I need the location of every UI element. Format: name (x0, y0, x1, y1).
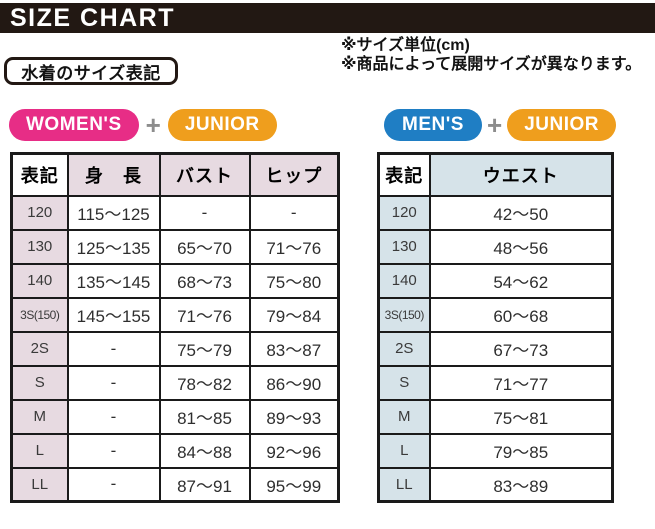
measurement-cell: - (66, 466, 161, 503)
size-code-cell: S (10, 364, 69, 401)
measurement-cell: - (66, 398, 161, 435)
table-row: M -81～85 89～93 (10, 398, 340, 435)
measurement-cell: 68～73 (158, 262, 251, 299)
womens-badge: WOMEN'S (9, 109, 139, 141)
table-header-row: 表記 ウエスト (377, 152, 614, 197)
measurement-cell: 86～90 (248, 364, 340, 401)
table-row: 130 48～56 (377, 228, 614, 265)
measurement-cell: 75～79 (158, 330, 251, 367)
table-row: 2S -75～79 83～87 (10, 330, 340, 367)
mens-badge: MEN'S (384, 109, 482, 141)
size-code-cell: 120 (377, 194, 431, 231)
size-code-cell: 130 (377, 228, 431, 265)
measurement-cell: 48～56 (428, 228, 614, 265)
title-bar: SIZE CHART (0, 3, 655, 33)
measurement-cell: 83～89 (428, 466, 614, 503)
measurement-cell: 71～76 (158, 296, 251, 333)
measurement-cell: 67～73 (428, 330, 614, 367)
junior-badge: JUNIOR (167, 109, 277, 141)
size-code-cell: LL (10, 466, 69, 503)
size-code-cell: 130 (10, 228, 69, 265)
measurement-cell: 79～85 (428, 432, 614, 469)
table-row: 140 135～145 68～73 75～80 (10, 262, 340, 299)
table-row: 120 115～125- - (10, 194, 340, 231)
table-row: S -78～82 86～90 (10, 364, 340, 401)
measurement-cell: - (66, 432, 161, 469)
plus-icon: + (487, 110, 503, 140)
measurement-cell: 71～77 (428, 364, 614, 401)
measurement-cell: - (158, 194, 251, 231)
measurement-cell: - (66, 330, 161, 367)
plus-icon: + (145, 110, 161, 140)
measurement-cell: - (66, 364, 161, 401)
table-row: 3S(150) 60～68 (377, 296, 614, 333)
column-header: ウエスト (428, 152, 614, 197)
size-range-note: ※商品によって展開サイズが異なります。 (341, 56, 642, 73)
size-code-cell: 3S(150) (10, 296, 69, 333)
measurement-cell: 75～81 (428, 398, 614, 435)
measurement-cell: 83～87 (248, 330, 340, 367)
measurement-cell: 42～50 (428, 194, 614, 231)
womens-badge-group: WOMEN'S + JUNIOR (9, 109, 277, 141)
size-code-cell: S (377, 364, 431, 401)
measurement-cell: 92～96 (248, 432, 340, 469)
page-title: SIZE CHART (10, 3, 175, 32)
mens-badge-group: MEN'S + JUNIOR (384, 109, 616, 141)
size-code-cell: LL (377, 466, 431, 503)
column-header: バスト (158, 152, 251, 197)
column-header: ヒップ (248, 152, 340, 197)
table-header-row: 表記身 長バスト ヒップ (10, 152, 340, 197)
column-header: 表記 (377, 152, 431, 197)
measurement-cell: 60～68 (428, 296, 614, 333)
size-code-cell: 120 (10, 194, 69, 231)
table-row: LL 83～89 (377, 466, 614, 503)
junior-badge: JUNIOR (507, 109, 616, 141)
size-code-cell: L (377, 432, 431, 469)
measurement-cell: 81～85 (158, 398, 251, 435)
measurement-cell: 125～135 (66, 228, 161, 265)
size-code-cell: M (377, 398, 431, 435)
size-code-cell: M (10, 398, 69, 435)
table-row: L 79～85 (377, 432, 614, 469)
size-code-cell: 2S (10, 330, 69, 367)
table-row: 3S(150) 145～155 71～76 79～84 (10, 296, 340, 333)
women-size-table: 表記身 長バスト ヒップ 120 115～125- -130 125～135 65～70 7… (10, 152, 340, 503)
table-row: 120 42～50 (377, 194, 614, 231)
men-size-table: 表記 ウエスト 120 42～50 130 48～56 140 54～62 3S(150) 60… (377, 152, 614, 503)
notes: ※サイズ単位(cm) ※商品によって展開サイズが異なります。 (341, 36, 641, 74)
table-row: 2S 67～73 (377, 330, 614, 367)
table-row: 130 125～135 65～70 71～76 (10, 228, 340, 265)
measurement-cell: 84～88 (158, 432, 251, 469)
column-header: 身 長 (66, 152, 161, 197)
measurement-cell: 115～125 (66, 194, 161, 231)
measurement-cell: 87～91 (158, 466, 251, 503)
measurement-cell: 75～80 (248, 262, 340, 299)
measurement-cell: 89～93 (248, 398, 340, 435)
measurement-cell: 54～62 (428, 262, 614, 299)
measurement-cell: 135～145 (66, 262, 161, 299)
size-code-cell: L (10, 432, 69, 469)
measurement-cell: 145～155 (66, 296, 161, 333)
table-row: LL -87～91 95～99 (10, 466, 340, 503)
column-header: 表記 (10, 152, 69, 197)
measurement-cell: 78～82 (158, 364, 251, 401)
measurement-cell: 65～70 (158, 228, 251, 265)
table-row: 140 54～62 (377, 262, 614, 299)
size-unit-note: ※サイズ単位(cm) (341, 37, 470, 54)
table-row: L -84～88 92～96 (10, 432, 340, 469)
size-code-cell: 3S(150) (377, 296, 431, 333)
measurement-cell: 95～99 (248, 466, 340, 503)
table-row: S 71～77 (377, 364, 614, 401)
measurement-cell: 79～84 (248, 296, 340, 333)
size-code-cell: 140 (10, 262, 69, 299)
size-code-cell: 2S (377, 330, 431, 367)
measurement-cell: 71～76 (248, 228, 340, 265)
size-code-cell: 140 (377, 262, 431, 299)
measurement-cell: - (248, 194, 340, 231)
table-row: M 75～81 (377, 398, 614, 435)
section-label: 水着のサイズ表記 (4, 57, 178, 85)
